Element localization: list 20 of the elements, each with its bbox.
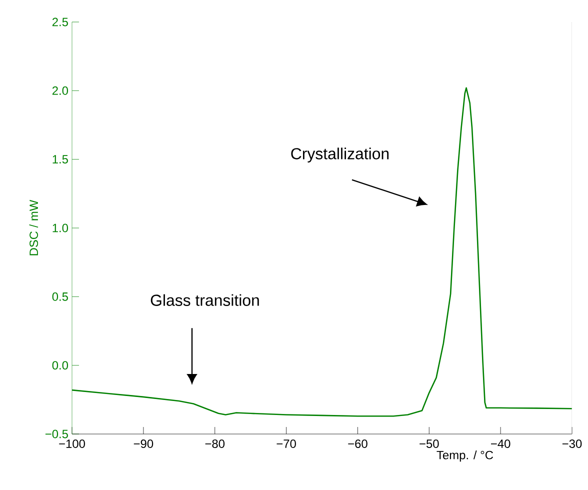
x-tick-label: −40 — [491, 440, 510, 448]
y-tick-label: 1.5 — [52, 155, 68, 164]
y-tick-label: 2.0 — [52, 86, 68, 95]
line-series — [72, 87, 572, 417]
annotation: Glass transition — [150, 294, 259, 306]
x-tick-label: −70 — [276, 440, 296, 448]
y-tick-label: −0.5 — [45, 430, 68, 438]
x-tick-label: −80 — [205, 440, 225, 448]
y-tick-label: 1.0 — [52, 224, 68, 232]
y-tick-label: 0.0 — [52, 361, 68, 370]
y-tick-label: 0.5 — [52, 292, 68, 301]
y-tick-label: 2.5 — [52, 18, 68, 26]
x-axis-title: Temp. / °C — [436, 450, 494, 462]
x-tick-label: −30 — [562, 440, 582, 448]
x-tick-label: −50 — [420, 440, 439, 448]
x-tick-label: −100 — [59, 440, 85, 448]
x-tick-label: −90 — [134, 440, 154, 448]
annotation: Crystallization — [291, 148, 389, 163]
x-tick-label: −60 — [348, 440, 368, 448]
y-axis-title: DSC / mW — [29, 200, 38, 256]
